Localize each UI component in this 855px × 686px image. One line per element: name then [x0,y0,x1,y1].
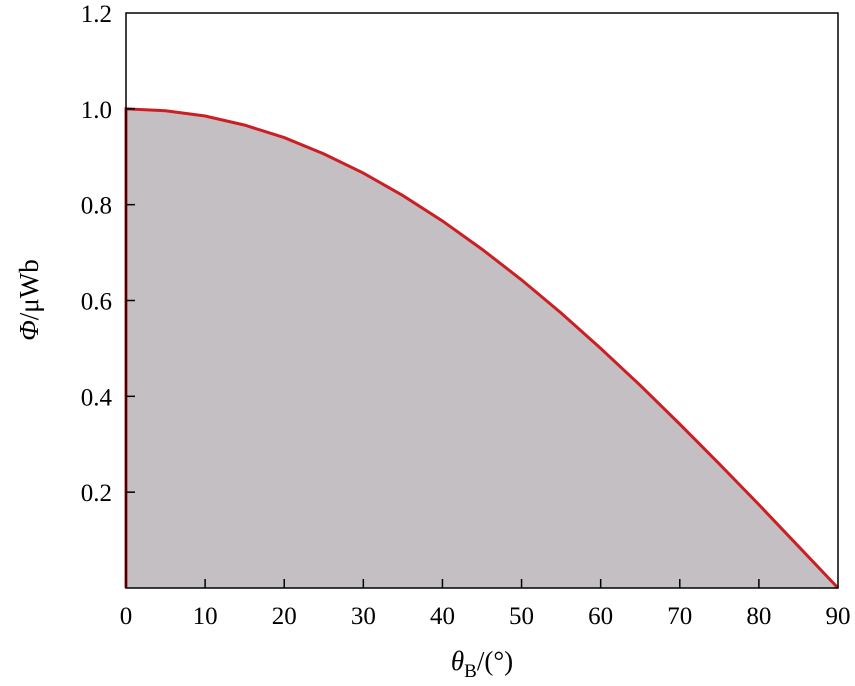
x-axis-title-unit: /(°) [477,646,513,676]
x-tick-label: 0 [120,603,133,630]
y-axis-title-unit: /μWb [14,259,44,320]
y-axis-ticks [126,108,135,493]
y-axis-title-var: Φ [14,320,44,341]
x-tick-label: 30 [351,603,376,630]
y-axis-title: Φ/μWb [14,259,44,341]
x-tick-label: 80 [746,603,771,630]
x-axis-ticks [204,579,760,588]
x-axis-title-var: θ [451,646,464,676]
y-tick-label: 0.4 [81,384,113,411]
y-tick-label: 0.2 [81,480,112,507]
x-tick-label: 10 [193,603,218,630]
y-tick-label: 0.8 [81,193,112,220]
x-axis-title-sub: B [464,661,477,682]
area-fill [126,108,838,588]
y-tick-label: 1.0 [81,97,112,124]
series-line [124,107,840,590]
x-tick-label: 60 [588,603,613,630]
x-tick-label: 20 [272,603,297,630]
plot-area [124,12,840,590]
y-tick-label: 1.2 [81,1,112,28]
x-tick-labels: 0 10 20 30 40 50 60 70 80 90 [120,603,851,630]
x-tick-label: 40 [430,603,455,630]
x-tick-label: 70 [667,603,692,630]
x-axis-title: θB/(°) [451,646,513,682]
y-tick-label: 0.6 [81,289,112,316]
x-tick-label: 50 [509,603,534,630]
x-tick-label: 90 [826,603,851,630]
y-tick-labels: 0.2 0.4 0.6 0.8 1.0 1.2 [81,1,113,507]
